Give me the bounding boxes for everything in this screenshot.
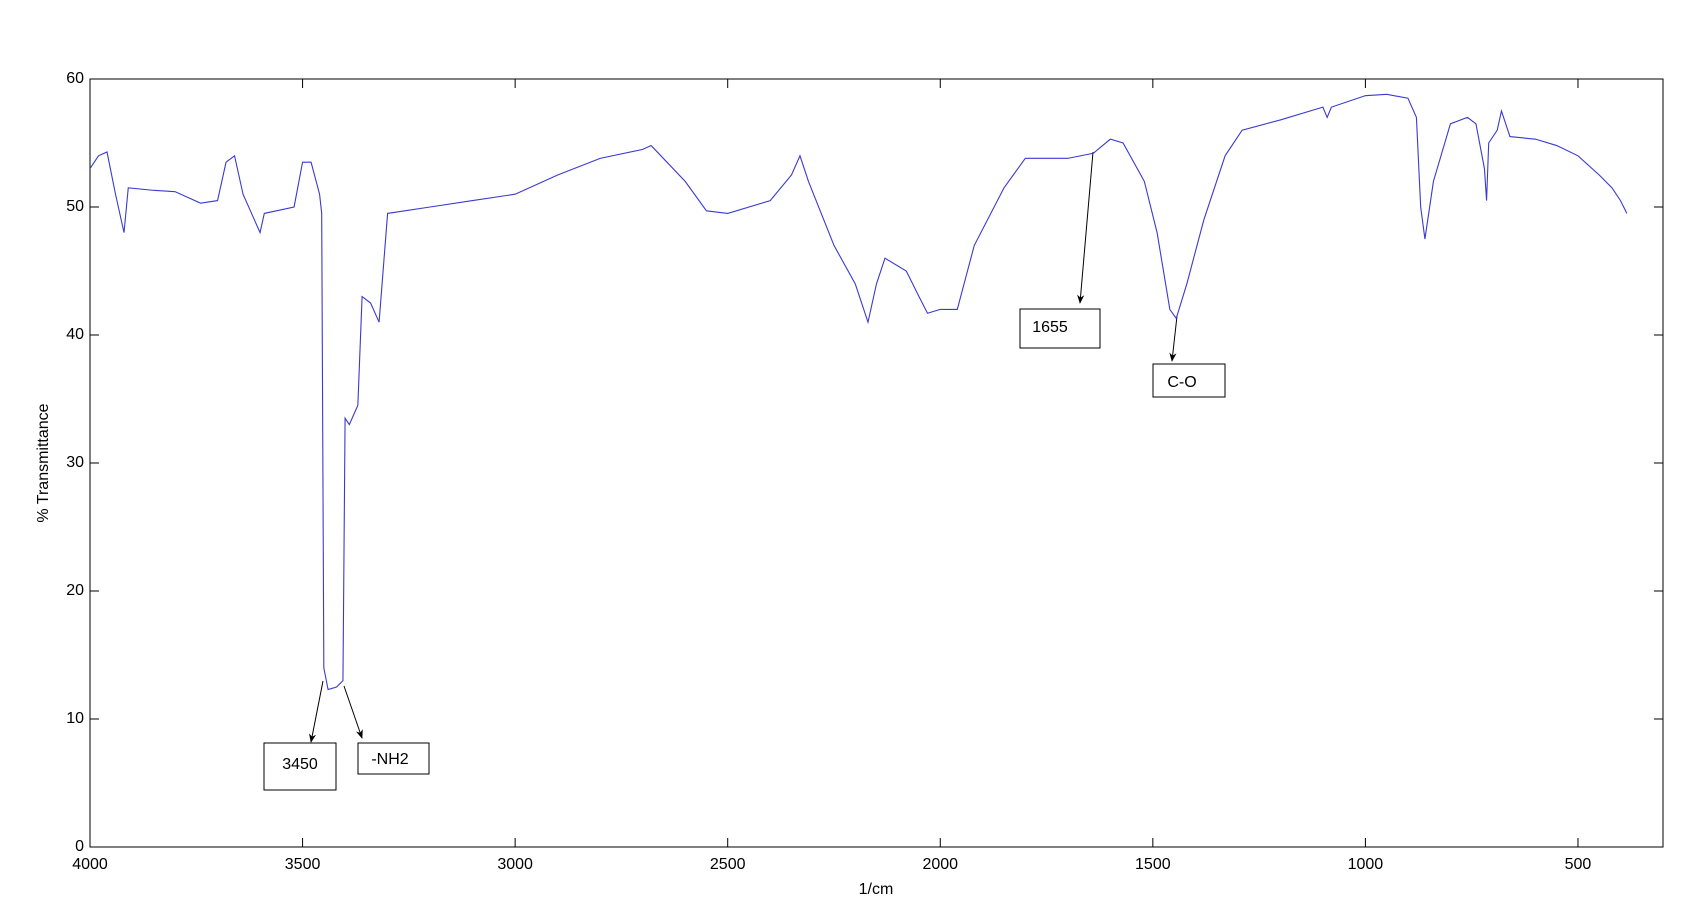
x-tick-label: 1000 [1348, 856, 1384, 873]
y-tick-label: 30 [66, 454, 84, 471]
arrow [343, 685, 363, 739]
x-tick-label: 3000 [497, 856, 533, 873]
annotation: 3450 [282, 756, 318, 773]
annotation: 1655 [1032, 319, 1068, 336]
plot-frame [89, 78, 1664, 848]
x-tick-label: 500 [1565, 856, 1592, 873]
y-tick-label: 60 [66, 70, 84, 87]
spectrum-line [89, 93, 1628, 691]
annotation: -NH2 [371, 751, 408, 768]
y-tick-label: 20 [66, 582, 84, 599]
annotation-box [357, 742, 430, 775]
x-tick-label: 4000 [72, 856, 108, 873]
x-tick-label: 1500 [1135, 856, 1171, 873]
y-tick-label: 50 [66, 198, 84, 215]
annotation-box [1152, 363, 1226, 398]
x-tick-label: 3500 [285, 856, 321, 873]
x-tick-label: 2500 [710, 856, 746, 873]
annotation: C-O [1167, 374, 1196, 391]
x-axis-label: 1/cm [859, 881, 894, 898]
annotation-box [1019, 308, 1101, 349]
arrow [309, 680, 324, 743]
annotation-box [263, 742, 337, 791]
y-axis-label: % Transmittance [35, 403, 52, 522]
y-tick-label: 40 [66, 326, 84, 343]
y-tick-label: 10 [66, 710, 84, 727]
arrow [1077, 151, 1094, 304]
x-tick-label: 2000 [922, 856, 958, 873]
y-tick-label: 0 [75, 838, 84, 855]
arrow [1169, 315, 1178, 362]
